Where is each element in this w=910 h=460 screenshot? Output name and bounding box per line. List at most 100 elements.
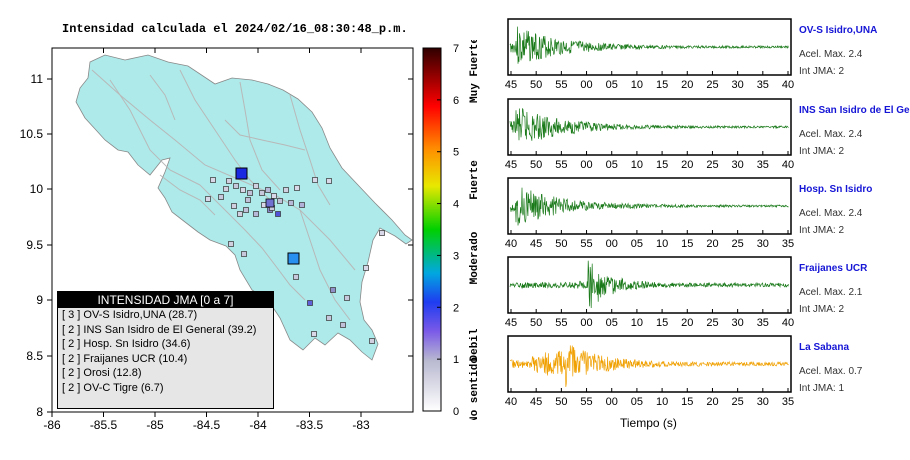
jma-intensity: Int JMA: 1: [799, 383, 845, 394]
legend-row: [ 2 ] Fraijanes UCR (10.4): [58, 352, 273, 367]
time-tick-label: 20: [706, 238, 718, 250]
colorbar-tick-label: 7: [453, 43, 459, 55]
time-tick-label: 10: [631, 79, 643, 91]
time-tick-label: 40: [782, 79, 794, 91]
station-marker[interactable]: [275, 211, 281, 217]
station-marker[interactable]: [326, 315, 332, 321]
station-marker[interactable]: [326, 178, 332, 184]
time-tick-label: 50: [555, 396, 567, 408]
station-marker[interactable]: [340, 322, 346, 328]
legend-level: [ 2 ]: [62, 338, 81, 350]
station-marker[interactable]: [312, 177, 318, 183]
lon-tick-label: -85.5: [90, 418, 118, 432]
time-tick-label: 35: [782, 238, 794, 250]
station-marker-large[interactable]: [235, 167, 248, 180]
station-marker[interactable]: [218, 194, 224, 200]
station-marker[interactable]: [245, 197, 251, 203]
station-marker[interactable]: [237, 211, 243, 217]
legend-title: INTENSIDAD JMA [0 a 7]: [58, 292, 273, 308]
time-tick-label: 40: [505, 238, 517, 250]
station-marker[interactable]: [344, 295, 350, 301]
colorbar-tick-label: 1: [453, 354, 459, 366]
station-marker[interactable]: [228, 241, 234, 247]
station-marker[interactable]: [363, 265, 369, 271]
station-marker[interactable]: [253, 211, 259, 217]
station-marker[interactable]: [241, 251, 247, 257]
time-tick-label: 00: [580, 159, 592, 171]
station-marker[interactable]: [233, 183, 239, 189]
lon-tick-label: -86: [43, 418, 61, 432]
colorbar-tick-label: 0: [453, 406, 459, 418]
station-marker[interactable]: [293, 274, 299, 280]
road: [289, 94, 331, 206]
colorbar-tick-label: 5: [453, 147, 459, 159]
station-marker-large[interactable]: [287, 252, 300, 265]
road: [149, 74, 176, 121]
colorbar-label: Debil: [469, 328, 481, 361]
time-tick-label: 55: [555, 79, 567, 91]
road: [299, 209, 351, 321]
time-tick-label: 50: [555, 238, 567, 250]
time-tick-label: 00: [606, 238, 618, 250]
station-marker[interactable]: [210, 177, 216, 183]
station-marker[interactable]: [277, 198, 283, 204]
waveform: [509, 26, 789, 64]
lat-tick-label: 8.5: [26, 349, 43, 363]
time-tick-label: 25: [706, 159, 718, 171]
time-tick-label: 05: [606, 317, 618, 329]
station-marker[interactable]: [205, 196, 211, 202]
station-marker[interactable]: [265, 187, 271, 193]
time-tick-label: 25: [732, 396, 744, 408]
time-tick-label: 00: [580, 79, 592, 91]
station-marker[interactable]: [369, 338, 375, 344]
station-marker[interactable]: [240, 187, 246, 193]
station-marker[interactable]: [283, 187, 289, 193]
time-tick-label: 00: [580, 317, 592, 329]
time-tick-label: 25: [732, 238, 744, 250]
station-marker[interactable]: [265, 198, 275, 208]
station-marker[interactable]: [243, 207, 249, 213]
station-marker[interactable]: [253, 183, 259, 189]
time-tick-label: 15: [656, 79, 668, 91]
road: [199, 184, 306, 301]
time-tick-label: 30: [757, 238, 769, 250]
station-marker[interactable]: [307, 300, 313, 306]
time-tick-label: 20: [706, 396, 718, 408]
map-axis-ticks: 11 10.5 10 9.5 9 8.5 8-86 -85.5 -85 -84.5 -84 -83.5…: [20, 48, 413, 432]
station-marker[interactable]: [247, 190, 253, 196]
legend-station: OV-S Isidro,UNA (28.7): [83, 309, 198, 321]
station-marker[interactable]: [294, 185, 300, 191]
station-marker[interactable]: [271, 193, 277, 199]
station-marker[interactable]: [223, 186, 229, 192]
legend-station: Orosi (12.8): [83, 367, 142, 379]
time-tick-label: 10: [631, 317, 643, 329]
station-marker[interactable]: [226, 178, 232, 184]
lat-tick-label: 9: [36, 293, 43, 307]
road: [224, 119, 306, 151]
station-marker[interactable]: [288, 200, 294, 206]
legend-row: [ 2 ] OV-C Tigre (6.7): [58, 381, 273, 396]
road-network: [91, 69, 356, 321]
lat-tick-label: 10.5: [20, 127, 44, 141]
station-marker[interactable]: [379, 230, 385, 236]
station-marker[interactable]: [311, 331, 317, 337]
station-marker[interactable]: [259, 190, 265, 196]
time-tick-label: 10: [656, 238, 668, 250]
seismogram-panel: 40 45 50 55 00 05 10 15 20 25 30 35: [505, 177, 794, 250]
time-tick-label: 05: [631, 238, 643, 250]
lon-tick-label: -85: [146, 418, 164, 432]
colorbar-tick-label: 4: [453, 199, 459, 211]
station-marker[interactable]: [299, 202, 305, 208]
waveform: [509, 187, 789, 226]
lon-tick-label: -84.5: [193, 418, 221, 432]
lon-tick-label: -84: [249, 418, 267, 432]
waveform: [509, 260, 789, 309]
time-tick-label: 05: [606, 79, 618, 91]
station-marker[interactable]: [330, 287, 336, 293]
legend-station: OV-C Tigre (6.7): [83, 381, 164, 394]
station-name: Hosp. Sn Isidro: [799, 184, 873, 195]
time-tick-label: 50: [530, 159, 542, 171]
max-acceleration: Acel. Max. 2.4: [799, 129, 863, 140]
station-marker[interactable]: [231, 203, 237, 209]
